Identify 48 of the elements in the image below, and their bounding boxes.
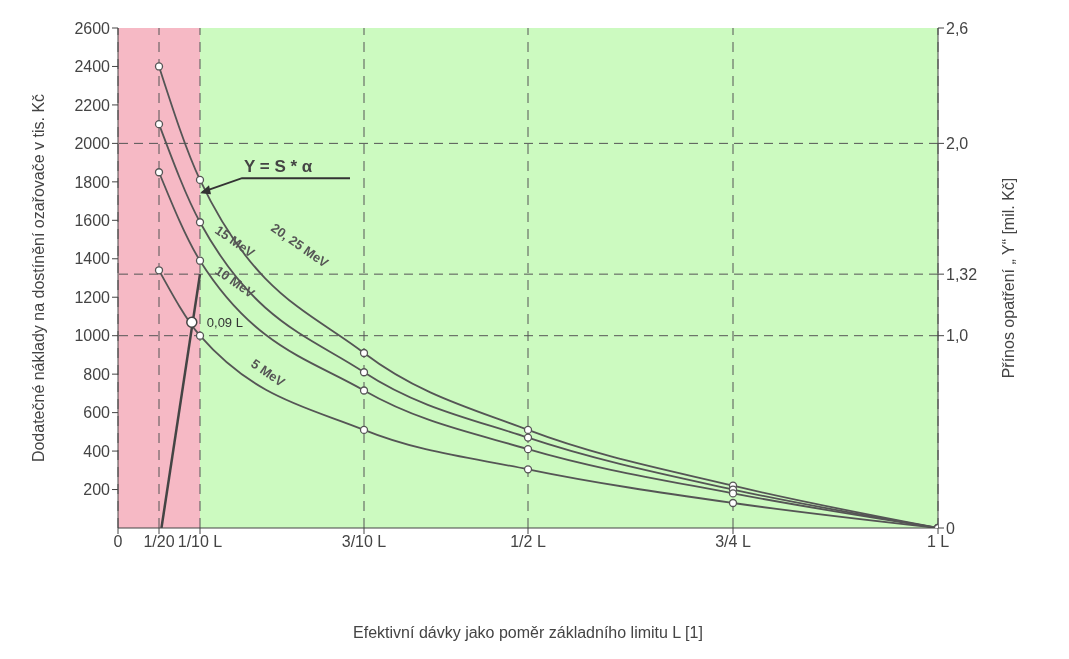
y-axis-title: Dodatečné náklady na dostínění ozařovače v tis. Kč [29,93,47,463]
y-tick-label: 1200 [74,288,111,306]
x-tick-label: 1/10 L [177,533,223,551]
annotation: 0,09 L [206,314,243,330]
point [523,425,533,435]
y-tick-label: 1800 [74,173,111,191]
x-tick-label: 1/20 [143,533,175,551]
y-tick-label: 800 [83,365,111,383]
point [154,266,164,275]
y2-tick-label: 1,32 [946,265,978,283]
y2-tick-label: 2,0 [946,135,969,153]
y2-tick-label: 2,6 [946,19,969,37]
point [523,433,533,442]
point [523,445,533,454]
y-tick-label: 1400 [74,250,111,268]
point [359,386,369,395]
y2-axis-title: Přínos opatření „ Y“ [mil. Kč] [999,177,1017,379]
y2-tick-label: 1,0 [946,327,969,345]
point [359,348,369,358]
y-tick-label: 600 [83,404,111,422]
y-tick-label: 2400 [74,58,111,76]
y-tick-label: 1000 [74,327,111,345]
point [195,256,205,265]
point [154,168,164,177]
y-tick-label: 2200 [74,96,111,114]
point [195,175,205,185]
y-tick-label: 1600 [74,211,111,229]
text: Y = S * α [244,157,313,177]
y-tick-label: 200 [83,481,111,499]
text: 20, 25 MeV [268,220,332,271]
y-tick-label: 2000 [74,135,111,153]
y-tick-label: 400 [83,442,111,460]
point [359,368,369,377]
point [154,120,164,129]
point [359,425,369,435]
x-tick-label: 0 [113,533,123,551]
point [728,489,738,498]
x-tick-label: 3/10 L [341,533,387,551]
point [195,331,205,340]
x-tick-label: 1/2 L [510,533,546,551]
point [195,218,205,227]
text: 5 MeV [248,355,288,390]
point [728,498,738,508]
point [523,465,533,474]
x-tick-label: 3/4 L [715,533,751,551]
y-tick-label: 2600 [74,19,111,37]
x-axis-title: Efektivní dávky jako poměr základního limitu L [1] [353,624,703,641]
point [154,62,164,71]
